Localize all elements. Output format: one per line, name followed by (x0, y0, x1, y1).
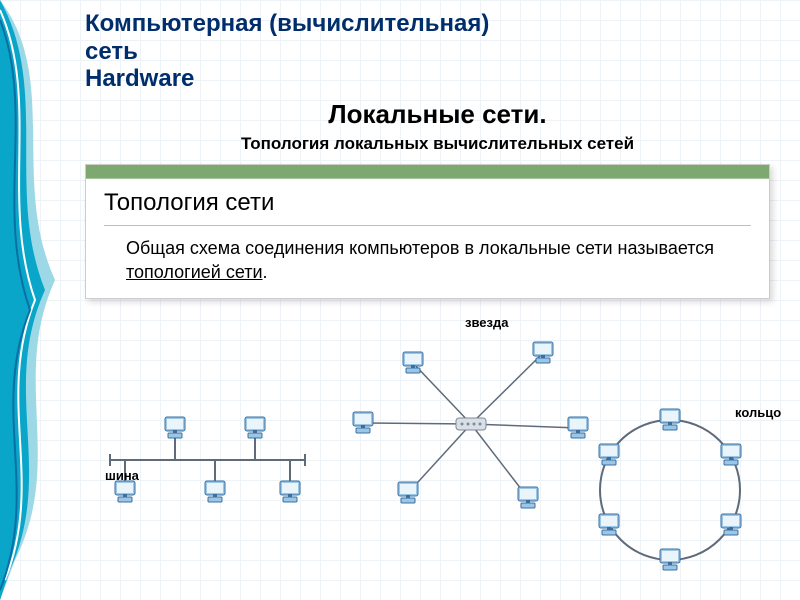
computer-icon (242, 415, 268, 441)
heading-line1: Компьютерная (вычислительная) (85, 10, 489, 37)
panel-body-term: топологией сети (126, 262, 263, 282)
diagram-label: шина (105, 468, 139, 483)
computer-icon (718, 512, 744, 538)
computer-icon (657, 407, 683, 433)
panel-title: Топология сети (86, 179, 769, 221)
bus-topology: шина (105, 390, 325, 540)
star-topology: звезда (340, 330, 590, 530)
hub-icon (455, 415, 487, 433)
computer-icon (657, 547, 683, 573)
computer-icon (202, 479, 228, 505)
panel-body: Общая схема соединения компьютеров в лок… (86, 236, 769, 285)
computer-icon (400, 350, 426, 376)
topology-diagrams: шина звезда (105, 360, 775, 590)
panel-body-suffix: . (263, 262, 268, 282)
definition-panel: Топология сети Общая схема соединения ко… (85, 164, 770, 300)
diagram-label: кольцо (735, 405, 781, 420)
heading-line3: Hardware (85, 65, 194, 92)
slide-subsubtitle: Топология локальных вычислительных сетей (85, 134, 790, 154)
panel-title-underline (104, 225, 751, 226)
heading-line2: сеть (85, 38, 138, 65)
panel-stripe (86, 165, 769, 179)
slide-heading: Компьютерная (вычислительная) сеть Hardw… (85, 10, 790, 93)
slide-content: Компьютерная (вычислительная) сеть Hardw… (85, 10, 790, 590)
computer-icon (395, 480, 421, 506)
computer-icon (162, 415, 188, 441)
ring-topology: кольцо (575, 395, 785, 585)
diagram-label: звезда (465, 315, 508, 330)
computer-icon (277, 479, 303, 505)
computer-icon (718, 442, 744, 468)
computer-icon (596, 442, 622, 468)
slide-left-decor (0, 0, 70, 600)
computer-icon (515, 485, 541, 511)
slide-subtitle: Локальные сети. (85, 99, 790, 130)
computer-icon (350, 410, 376, 436)
panel-body-prefix: Общая схема соединения компьютеров в лок… (126, 238, 714, 258)
computer-icon (596, 512, 622, 538)
computer-icon (530, 340, 556, 366)
